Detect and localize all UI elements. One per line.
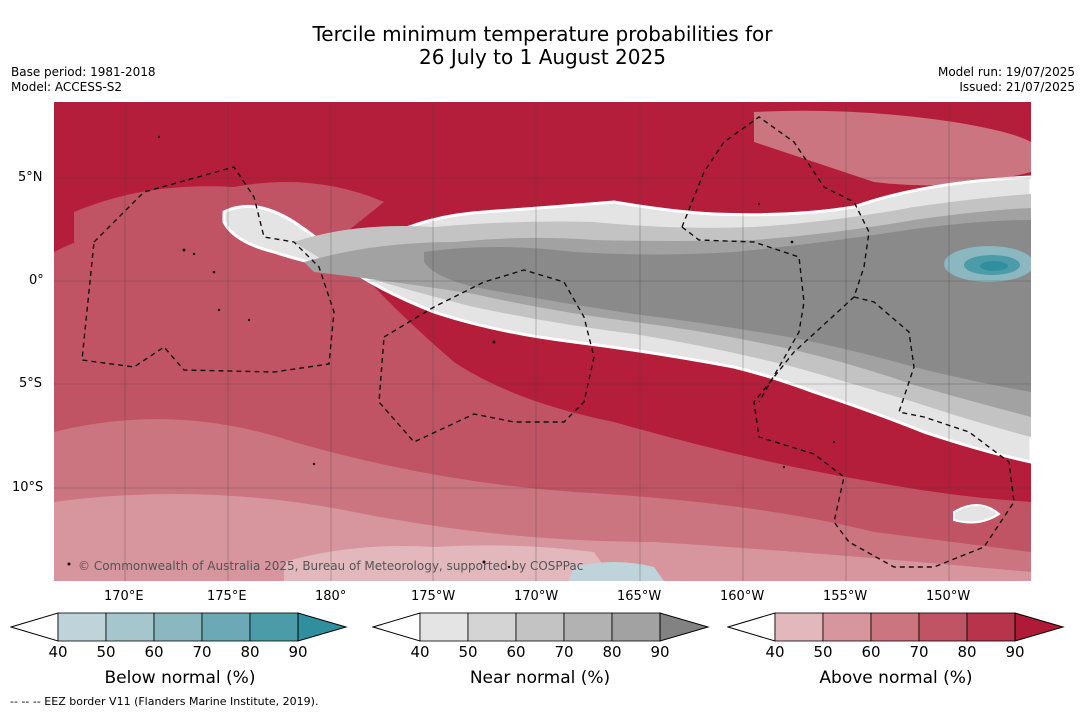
colorbar-near-label: Near normal (%) — [469, 668, 611, 688]
lon-label-160w: 160°W — [720, 589, 765, 604]
model-name: Model: ACCESS-S2 — [11, 80, 123, 94]
map-title-line1: Tercile minimum temperature probabilitie… — [312, 22, 773, 46]
map-title-line2: 26 July to 1 August 2025 — [419, 45, 666, 69]
lat-label-0: 0° — [29, 273, 44, 288]
colorbar-below-tick: 80 — [240, 643, 260, 661]
colorbar-above-normal — [727, 612, 1065, 642]
lon-label-170e: 170°E — [104, 589, 144, 604]
colorbar-above-low-extend — [727, 612, 776, 642]
colorbar-above-label: Above normal (%) — [819, 668, 973, 688]
colorbar-above-tick: 60 — [861, 643, 881, 661]
lon-label-155w: 155°W — [823, 589, 868, 604]
colorbar-near-tick: 70 — [554, 643, 574, 661]
colorbar-near-normal — [372, 612, 710, 642]
colorbar-near-high-extend — [659, 612, 710, 642]
colorbar-near-segment — [563, 612, 613, 642]
colorbar-below-tick: 70 — [192, 643, 212, 661]
colorbar-above-tick: 80 — [957, 643, 977, 661]
colorbar-above-segment — [918, 612, 968, 642]
colorbar-below-tick: 40 — [48, 643, 68, 661]
colorbar-above-tick: 70 — [909, 643, 929, 661]
island-dots — [67, 135, 836, 569]
eez-footnote: -- -- -- EEZ border V11 (Flanders Marine… — [10, 695, 319, 708]
colorbar-near-tick: 90 — [650, 643, 670, 661]
colorbar-near-segment — [419, 612, 469, 642]
colorbar-near-tick: 60 — [506, 643, 526, 661]
colorbar-above-tick: 50 — [813, 643, 833, 661]
lon-label-150w: 150°W — [926, 589, 971, 604]
above-normal-40-patch — [284, 545, 614, 581]
lat-label-5n: 5°N — [18, 170, 43, 185]
model-run: Model run: 19/07/2025 — [937, 65, 1075, 79]
colorbar-above-tick: 40 — [765, 643, 785, 661]
colorbar-above-segment — [870, 612, 920, 642]
colorbar-near-tick: 50 — [458, 643, 478, 661]
lon-label-180: 180° — [315, 589, 347, 604]
colorbar-below-high-extend — [297, 612, 348, 642]
colorbar-above-segment — [966, 612, 1016, 642]
colorbar-below-tick: 50 — [96, 643, 116, 661]
colorbar-below-segment — [105, 612, 155, 642]
colorbar-below-tick: 60 — [144, 643, 164, 661]
colorbar-below-segment — [201, 612, 251, 642]
above-normal-ne-patch — [754, 110, 1031, 186]
colorbar-near-tick: 40 — [410, 643, 430, 661]
colorbar-above-tick: 90 — [1005, 643, 1025, 661]
graticule — [54, 102, 1031, 581]
colorbar-below-low-extend — [10, 612, 59, 642]
issued-date: Issued: 21/07/2025 — [959, 80, 1075, 94]
colorbar-above-high-extend — [1014, 612, 1065, 642]
lat-label-5s: 5°S — [19, 376, 43, 391]
lon-label-165w: 165°W — [617, 589, 662, 604]
colorbar-near-segment — [515, 612, 565, 642]
colorbar-below-normal — [10, 612, 348, 642]
colorbar-below-tick: 90 — [288, 643, 308, 661]
colorbar-below-segment — [57, 612, 107, 642]
colorbar-below-segment — [153, 612, 203, 642]
colorbar-below-segment — [249, 612, 299, 642]
colorbar-above-segment — [774, 612, 824, 642]
near-normal-south-patch — [953, 504, 1001, 524]
near-normal-90-band — [424, 220, 1031, 392]
lat-label-10s: 10°S — [12, 480, 44, 495]
below-normal-90-region — [980, 261, 1008, 271]
colorbar-above-segment — [822, 612, 872, 642]
colorbar-near-tick: 80 — [602, 643, 622, 661]
colorbar-near-low-extend — [372, 612, 421, 642]
colorbar-near-segment — [611, 612, 661, 642]
base-period: Base period: 1981-2018 — [11, 65, 156, 79]
lon-label-170w: 170°W — [514, 589, 559, 604]
colorbar-near-segment — [467, 612, 517, 642]
lon-label-175w: 175°W — [411, 589, 456, 604]
lon-label-175e: 175°E — [207, 589, 247, 604]
colorbar-below-label: Below normal (%) — [104, 668, 256, 688]
copyright-notice: © Commonwealth of Australia 2025, Bureau… — [78, 559, 584, 573]
probability-map — [54, 102, 1031, 581]
eez-borders — [81, 116, 1015, 568]
